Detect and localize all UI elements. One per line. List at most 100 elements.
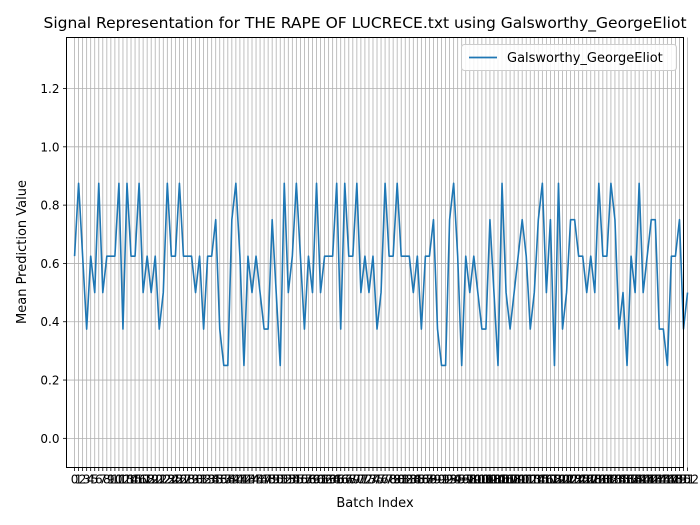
x-tick-label: 43 — [240, 473, 255, 487]
x-tick-label: 110 — [507, 473, 530, 487]
x-tick-label: 136 — [612, 473, 635, 487]
x-tick-label: 92 — [438, 473, 453, 487]
x-tick-label: 69 — [345, 473, 360, 487]
x-tick-label: 39 — [224, 473, 239, 487]
x-tick-label: 54 — [285, 473, 300, 487]
x-tick-label: 115 — [527, 473, 550, 487]
x-tick-label: 75 — [369, 473, 384, 487]
x-tick-label: 129 — [583, 473, 606, 487]
x-tick-label: 20 — [148, 473, 163, 487]
x-tick-label: 86 — [414, 473, 429, 487]
x-tick-label: 63 — [321, 473, 336, 487]
x-tick-label: 138 — [620, 473, 643, 487]
x-tick-label: 97 — [458, 473, 473, 487]
x-tick-label: 51 — [273, 473, 288, 487]
x-tick-label: 99 — [466, 473, 481, 487]
x-tick-label: 79 — [386, 473, 401, 487]
x-axis-ticks: 0123456789101112131415161718192021222324… — [71, 467, 699, 487]
x-tick-label: 114 — [523, 473, 546, 487]
x-tick-label: 113 — [519, 473, 542, 487]
x-tick-label: 32 — [196, 473, 211, 487]
x-tick-label: 77 — [377, 473, 392, 487]
x-tick-label: 150 — [668, 473, 691, 487]
x-tick-label: 7 — [99, 473, 107, 487]
x-tick-label: 5 — [91, 473, 99, 487]
x-tick-label: 127 — [575, 473, 598, 487]
x-tick-label: 107 — [495, 473, 518, 487]
legend-label: Galsworthy_GeorgeEliot — [507, 51, 663, 66]
x-tick-label: 10 — [107, 473, 122, 487]
x-tick-label: 16 — [131, 473, 146, 487]
x-tick-label: 105 — [487, 473, 510, 487]
x-tick-label: 100 — [466, 473, 489, 487]
x-tick-label: 9 — [107, 473, 115, 487]
x-tick-label: 4 — [87, 473, 95, 487]
x-tick-label: 53 — [281, 473, 296, 487]
x-tick-label: 22 — [156, 473, 171, 487]
y-tick-label: 1.2 — [40, 82, 59, 96]
x-tick-label: 131 — [591, 473, 614, 487]
x-tick-label: 148 — [660, 473, 683, 487]
x-tick-label: 8 — [103, 473, 111, 487]
x-tick-label: 93 — [442, 473, 457, 487]
legend-box — [461, 44, 677, 71]
x-tick-label: 83 — [402, 473, 417, 487]
x-tick-label: 55 — [289, 473, 304, 487]
x-tick-label: 58 — [301, 473, 316, 487]
x-tick-label: 111 — [511, 473, 534, 487]
x-tick-label: 50 — [269, 473, 284, 487]
chart-title: Signal Representation for THE RAPE OF LU… — [43, 14, 686, 33]
x-tick-label: 2 — [79, 473, 87, 487]
x-tick-label: 28 — [180, 473, 195, 487]
x-tick-label: 135 — [608, 473, 631, 487]
x-tick-label: 0 — [71, 473, 79, 487]
x-tick-label: 152 — [676, 473, 699, 487]
x-tick-label: 48 — [260, 473, 275, 487]
x-tick-label: 62 — [317, 473, 332, 487]
x-tick-label: 142 — [636, 473, 659, 487]
x-tick-label: 117 — [535, 473, 558, 487]
x-tick-label: 11 — [111, 473, 126, 487]
x-tick-label: 147 — [656, 473, 679, 487]
x-tick-label: 25 — [168, 473, 183, 487]
x-tick-label: 31 — [192, 473, 207, 487]
x-tick-label: 91 — [434, 473, 449, 487]
x-tick-label: 78 — [381, 473, 396, 487]
x-tick-label: 140 — [628, 473, 651, 487]
x-tick-label: 29 — [184, 473, 199, 487]
x-tick-label: 96 — [454, 473, 469, 487]
x-tick-label: 146 — [652, 473, 675, 487]
x-tick-label: 76 — [373, 473, 388, 487]
x-tick-label: 87 — [418, 473, 433, 487]
x-tick-label: 125 — [567, 473, 590, 487]
x-tick-label: 81 — [394, 473, 409, 487]
x-tick-label: 103 — [478, 473, 501, 487]
series-line-galsworthy-georgeeliot — [73, 182, 689, 367]
x-tick-label: 89 — [426, 473, 441, 487]
x-tick-label: 44 — [244, 473, 259, 487]
x-tick-label: 126 — [571, 473, 594, 487]
x-tick-label: 42 — [236, 473, 251, 487]
x-tick-label: 95 — [450, 473, 465, 487]
x-tick-label: 98 — [462, 473, 477, 487]
x-tick-label: 82 — [398, 473, 413, 487]
x-tick-label: 12 — [115, 473, 130, 487]
x-tick-label: 19 — [144, 473, 159, 487]
x-tick-label: 17 — [135, 473, 150, 487]
x-tick-label: 119 — [543, 473, 566, 487]
x-tick-label: 144 — [644, 473, 667, 487]
x-tick-label: 116 — [531, 473, 554, 487]
x-tick-label: 133 — [599, 473, 622, 487]
x-tick-label: 56 — [293, 473, 308, 487]
grid-lines — [66, 37, 688, 468]
x-tick-label: 108 — [499, 473, 522, 487]
legend: Galsworthy_GeorgeEliot — [461, 44, 677, 71]
x-tick-label: 35 — [208, 473, 223, 487]
x-tick-label: 36 — [212, 473, 227, 487]
y-tick-label: 0.2 — [40, 374, 59, 388]
x-tick-label: 24 — [164, 473, 179, 487]
x-tick-label: 14 — [123, 473, 138, 487]
x-tick-label: 101 — [470, 473, 493, 487]
x-tick-label: 124 — [563, 473, 586, 487]
